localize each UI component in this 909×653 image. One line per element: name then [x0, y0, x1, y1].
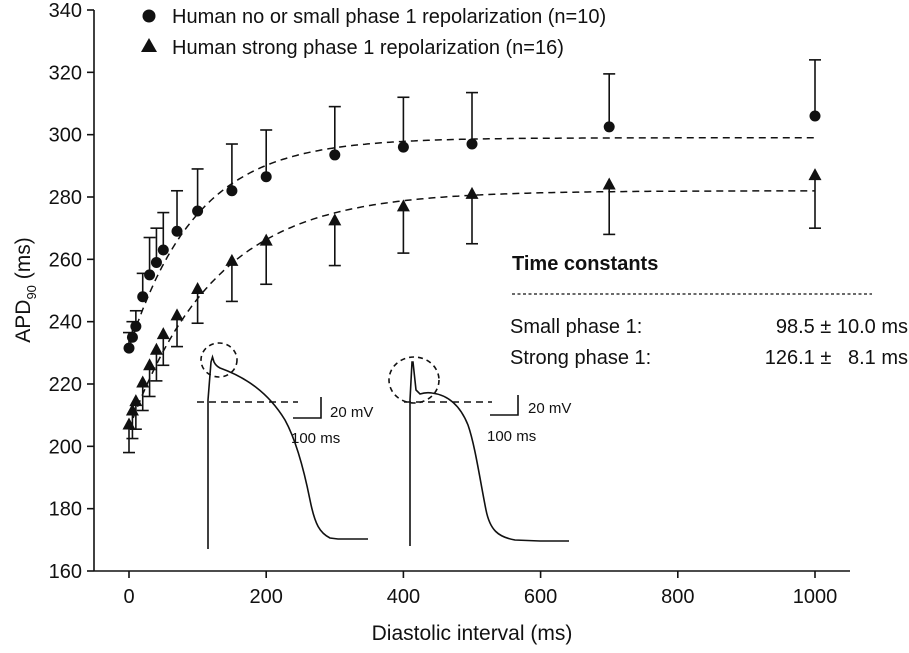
time-constant-label-strong: Strong phase 1: — [510, 347, 651, 369]
x-tick-label: 0 — [123, 586, 134, 608]
legend: Human no or small phase 1 repolarization… — [141, 6, 606, 59]
phase1-highlight-circle — [388, 356, 440, 404]
scale-bar — [293, 397, 322, 419]
y-tick-label: 240 — [49, 312, 82, 334]
data-point-circle — [130, 320, 142, 332]
scale-bar — [490, 395, 519, 416]
inset-ap-strong-phase1: 20 mV 100 ms — [388, 356, 571, 546]
y-tick-label: 320 — [49, 62, 82, 84]
series-small-phase1 — [123, 59, 821, 354]
data-point-circle — [192, 205, 204, 217]
data-point-triangle — [465, 186, 479, 199]
data-point-circle — [150, 256, 162, 268]
x-axis-label: Diastolic interval (ms) — [372, 622, 573, 645]
data-point-triangle — [328, 213, 342, 226]
y-axis-label-unit: (ms) — [12, 237, 35, 285]
data-point-triangle — [122, 417, 136, 430]
y-tick-label: 160 — [49, 561, 82, 583]
data-point-circle — [603, 121, 615, 133]
axes — [93, 10, 850, 572]
y-tick-label: 280 — [49, 187, 82, 209]
data-point-triangle — [191, 281, 205, 294]
data-point-triangle — [396, 199, 410, 212]
y-tick-label: 220 — [49, 374, 82, 396]
time-constants-title: Time constants — [512, 253, 658, 275]
data-point-triangle — [602, 177, 616, 190]
data-point-circle — [137, 291, 149, 303]
data-point-triangle — [129, 394, 143, 407]
y-tick-label: 340 — [49, 0, 82, 22]
legend-label-strong-phase1: Human strong phase 1 repolarization (n=1… — [172, 37, 564, 59]
scale-label-time: 100 ms — [291, 430, 340, 447]
x-tick-label: 200 — [250, 586, 283, 608]
data-point-triangle — [156, 327, 170, 340]
y-axis-label-main: APD — [12, 300, 35, 343]
time-constant-value-strong: 126.1 ± 8.1 ms — [765, 347, 908, 369]
data-point-circle — [226, 185, 238, 197]
time-constant-label-small: Small phase 1: — [510, 316, 642, 338]
data-point-circle — [144, 269, 156, 281]
ap-trace — [207, 354, 368, 549]
data-point-triangle — [149, 342, 163, 355]
y-axis-label: APD90 (ms) — [12, 237, 39, 342]
inset-ap-small-phase1: 20 mV 100 ms — [197, 342, 373, 549]
data-point-triangle — [143, 358, 157, 371]
data-point-circle — [260, 171, 272, 183]
x-tick-label: 1000 — [793, 586, 838, 608]
phase1-highlight-circle — [200, 342, 238, 378]
legend-label-small-phase1: Human no or small phase 1 repolarization… — [172, 6, 606, 28]
time-constant-value-small: 98.5 ± 10.0 ms — [776, 316, 908, 338]
data-point-circle — [126, 331, 138, 343]
data-point-circle — [809, 110, 821, 122]
data-point-circle — [397, 141, 409, 153]
data-point-triangle — [808, 168, 822, 181]
y-ticks: 160 180 200 220 240 260 280 300 320 340 — [49, 0, 94, 583]
data-point-triangle — [259, 233, 273, 246]
series-strong-phase1 — [122, 168, 822, 454]
data-point-triangle — [136, 375, 150, 388]
data-point-circle — [329, 149, 341, 161]
y-tick-label: 200 — [49, 436, 82, 458]
data-point-circle — [466, 138, 478, 150]
legend-marker-triangle — [141, 38, 157, 52]
x-tick-label: 600 — [524, 586, 557, 608]
data-point-circle — [171, 225, 183, 237]
data-point-circle — [157, 244, 169, 256]
data-point-triangle — [225, 253, 239, 266]
scale-label-voltage: 20 mV — [528, 400, 571, 417]
y-axis-label-subscript: 90 — [24, 285, 39, 299]
time-constants-box: Time constants Small phase 1: 98.5 ± 10.… — [510, 253, 908, 369]
ap-trace — [409, 361, 569, 546]
data-point-triangle — [170, 308, 184, 321]
legend-marker-circle — [142, 9, 156, 23]
x-tick-label: 800 — [661, 586, 694, 608]
x-tick-label: 400 — [387, 586, 420, 608]
data-point-circle — [123, 342, 135, 354]
x-ticks: 0 200 400 600 800 1000 — [123, 571, 837, 608]
y-tick-label: 260 — [49, 249, 82, 271]
scale-label-time: 100 ms — [487, 428, 536, 445]
y-tick-label: 300 — [49, 125, 82, 147]
scale-label-voltage: 20 mV — [330, 404, 373, 421]
y-tick-label: 180 — [49, 499, 82, 521]
